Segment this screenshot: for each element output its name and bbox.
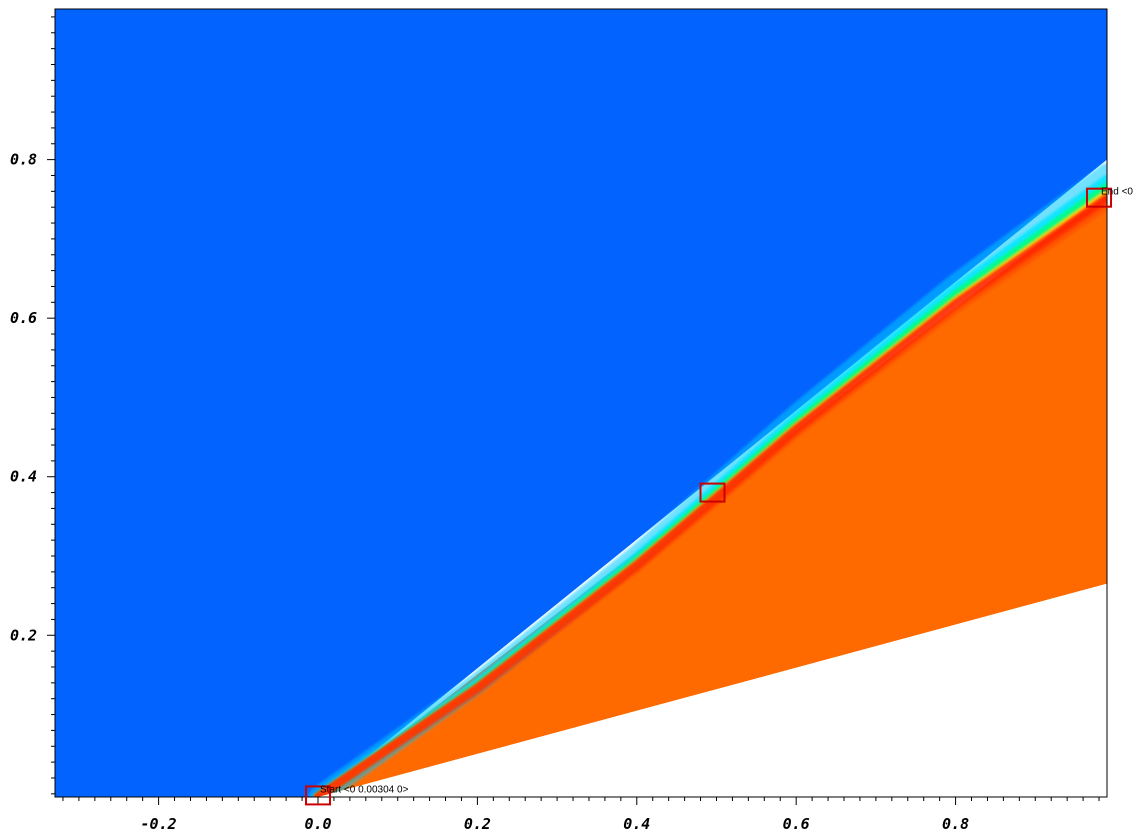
probe-mid-box [699, 482, 726, 503]
probe-end-box [1086, 187, 1113, 208]
axis-tick-labels: -0.2 0.0 0.2 0.4 0.6 0.8 0.2 0.4 0.6 0.8 [10, 151, 969, 832]
axis-ticks [47, 16, 1100, 805]
y-tick-label: 0.4 [10, 468, 37, 486]
y-tick-label: 0.2 [10, 626, 37, 644]
probe-end-label: End <0 [1101, 187, 1133, 198]
body-wedge [318, 583, 1107, 797]
probe-start-label: Start <0 0.00304 0> [320, 784, 409, 795]
probe-markers: Start <0 0.00304 0> End <0 [305, 187, 1133, 806]
probe-start-box [305, 785, 331, 806]
x-tick-label: 0.2 [464, 815, 491, 832]
field-freestream [55, 9, 1107, 797]
x-tick-label: 0.8 [942, 815, 969, 832]
x-tick-label: -0.2 [141, 815, 177, 832]
x-tick-label: 0.0 [304, 815, 331, 832]
y-tick-label: 0.8 [10, 151, 37, 169]
plot-frame [54, 8, 1108, 798]
x-tick-label: 0.6 [783, 815, 810, 832]
y-tick-label: 0.6 [10, 309, 37, 327]
x-tick-label: 0.4 [623, 815, 650, 832]
